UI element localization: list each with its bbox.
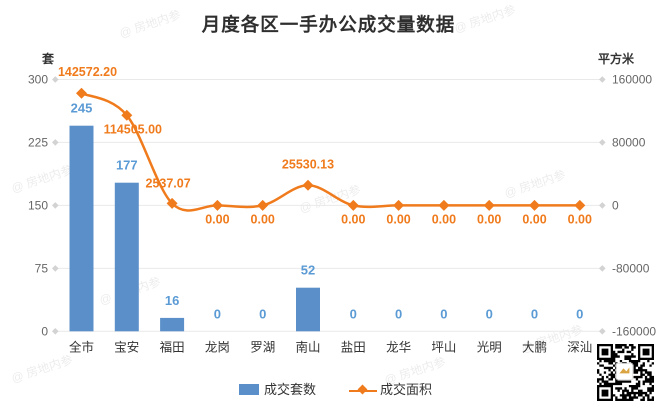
svg-text:25530.13: 25530.13 xyxy=(282,157,334,171)
svg-text:0.00: 0.00 xyxy=(432,212,456,226)
svg-text:2537.07: 2537.07 xyxy=(146,176,191,190)
svg-text:深汕: 深汕 xyxy=(567,340,592,354)
svg-text:光明: 光明 xyxy=(477,340,502,354)
svg-text:16: 16 xyxy=(165,293,179,308)
svg-text:52: 52 xyxy=(301,263,315,278)
svg-text:0.00: 0.00 xyxy=(341,212,365,226)
svg-text:0: 0 xyxy=(395,306,402,321)
svg-text:0: 0 xyxy=(531,306,538,321)
svg-text:坪山: 坪山 xyxy=(431,340,456,354)
svg-text:龙华: 龙华 xyxy=(386,339,411,354)
svg-text:177: 177 xyxy=(116,158,138,173)
svg-text:245: 245 xyxy=(71,101,93,116)
svg-text:0: 0 xyxy=(214,306,221,321)
svg-text:160000: 160000 xyxy=(612,73,652,87)
svg-text:80000: 80000 xyxy=(612,135,646,149)
svg-text:0.00: 0.00 xyxy=(477,212,501,226)
svg-text:0.00: 0.00 xyxy=(205,212,229,226)
svg-text:0.00: 0.00 xyxy=(386,212,410,226)
svg-text:0: 0 xyxy=(440,306,447,321)
svg-text:0: 0 xyxy=(41,324,48,338)
svg-text:-160000: -160000 xyxy=(612,324,656,338)
svg-text:225: 225 xyxy=(28,135,48,149)
svg-text:-80000: -80000 xyxy=(612,261,650,275)
svg-text:罗湖: 罗湖 xyxy=(250,339,275,354)
svg-text:盐田: 盐田 xyxy=(341,340,366,354)
svg-text:0: 0 xyxy=(486,306,493,321)
svg-text:142572.20: 142572.20 xyxy=(58,65,117,79)
svg-text:0: 0 xyxy=(259,306,266,321)
svg-text:300: 300 xyxy=(28,73,48,87)
svg-text:75: 75 xyxy=(35,261,49,275)
svg-text:龙岗: 龙岗 xyxy=(205,340,230,354)
svg-text:福田: 福田 xyxy=(160,339,185,354)
svg-text:0: 0 xyxy=(612,198,619,212)
svg-text:南山: 南山 xyxy=(295,339,320,354)
svg-text:0: 0 xyxy=(350,306,357,321)
svg-text:宝安: 宝安 xyxy=(114,339,139,354)
svg-text:0.00: 0.00 xyxy=(251,212,275,226)
svg-text:114505.00: 114505.00 xyxy=(104,122,162,136)
svg-text:0.00: 0.00 xyxy=(568,212,592,226)
svg-text:150: 150 xyxy=(28,198,48,212)
svg-text:0.00: 0.00 xyxy=(522,212,546,226)
svg-text:0: 0 xyxy=(576,306,583,321)
svg-text:全市: 全市 xyxy=(69,339,94,354)
svg-text:大鹏: 大鹏 xyxy=(522,340,547,354)
